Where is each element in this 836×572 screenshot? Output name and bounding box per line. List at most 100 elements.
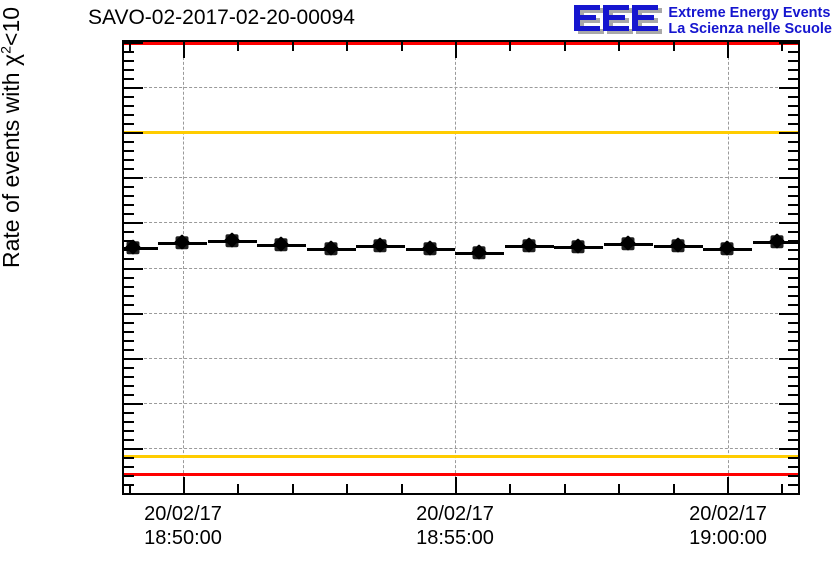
x-tick-minor	[400, 484, 403, 493]
y-tick-minor	[124, 258, 134, 261]
data-point-marker	[125, 238, 141, 255]
y-tick-minor-right	[788, 123, 798, 126]
y-tick-minor-right	[788, 96, 798, 99]
y-tick-minor-right	[788, 168, 798, 171]
y-tick-minor-right	[788, 294, 798, 297]
y-tick-major	[124, 312, 143, 315]
y-tick-minor	[124, 303, 134, 306]
gridline-vertical	[183, 42, 184, 493]
y-tick-minor	[124, 60, 134, 63]
y-tick-major-right	[779, 42, 798, 44]
y-tick-major-right	[779, 402, 798, 405]
y-tick-minor-right	[788, 105, 798, 108]
y-tick-minor	[124, 420, 134, 423]
y-tick-minor	[124, 231, 134, 234]
x-tick-minor	[509, 484, 512, 493]
y-tick-minor	[124, 366, 134, 369]
y-tick-major	[124, 87, 143, 90]
y-tick-minor	[124, 438, 134, 441]
y-tick-minor	[124, 411, 134, 414]
y-tick-minor	[124, 384, 134, 387]
data-point-marker	[224, 231, 240, 248]
x-tick-minor	[291, 484, 294, 493]
y-tick-minor-right	[788, 465, 798, 468]
x-tick-minor-top	[400, 42, 403, 51]
y-tick-minor	[124, 456, 134, 459]
y-tick-minor	[124, 213, 134, 216]
y-tick-major-right	[779, 87, 798, 90]
data-point-marker	[422, 240, 438, 256]
y-tick-minor	[124, 141, 134, 144]
y-tick-minor	[124, 276, 134, 279]
y-tick-major	[124, 132, 143, 135]
eee-logo-line1: Extreme Energy Events	[668, 5, 831, 22]
y-tick-major-right	[779, 267, 798, 270]
y-tick-minor-right	[788, 150, 798, 153]
data-point-marker	[521, 237, 537, 254]
y-tick-minor	[124, 474, 134, 477]
y-tick-minor	[124, 186, 134, 189]
data-point-marker	[719, 239, 735, 256]
data-point-marker	[323, 239, 339, 256]
y-tick-minor-right	[788, 474, 798, 477]
x-tick-major	[455, 477, 457, 493]
gridline-horizontal	[124, 177, 798, 179]
threshold-line-upper-red-limit	[124, 42, 798, 45]
y-tick-minor-right	[788, 321, 798, 324]
y-tick-minor	[124, 393, 134, 396]
y-tick-minor-right	[788, 429, 798, 432]
y-tick-minor	[124, 330, 134, 333]
x-tick-minor-top	[563, 42, 566, 51]
y-tick-minor-right	[788, 141, 798, 144]
y-tick-minor-right	[788, 393, 798, 396]
y-tick-minor	[124, 51, 134, 54]
y-tick-minor	[124, 168, 134, 171]
gridline-horizontal	[124, 447, 798, 449]
x-tick-label-time: 18:50:00	[144, 527, 222, 550]
gridline-horizontal	[124, 87, 798, 89]
x-tick-minor-top	[618, 42, 621, 51]
data-point-marker	[769, 233, 785, 250]
y-tick-minor-right	[788, 276, 798, 279]
x-tick-minor-top	[237, 42, 240, 51]
x-tick-major-top	[183, 42, 185, 58]
eee-logo-block: Extreme Energy Events La Scienza nelle S…	[572, 3, 832, 41]
x-tick-label: 20/02/17 18:55:00	[416, 502, 494, 551]
plot-inner	[124, 42, 798, 493]
y-tick-minor-right	[788, 348, 798, 351]
eee-logo-text: Extreme Energy Events La Scienza nelle S…	[668, 6, 832, 37]
threshold-line-lower-yellow-warning	[124, 455, 798, 459]
threshold-line-lower-red-limit	[124, 473, 798, 477]
x-tick-minor	[563, 484, 566, 493]
y-tick-minor	[124, 78, 134, 81]
x-tick-major	[727, 477, 729, 493]
y-tick-minor	[124, 105, 134, 108]
y-tick-minor	[124, 285, 134, 288]
y-tick-major-right	[779, 177, 798, 180]
data-point-marker	[273, 236, 289, 253]
data-point-marker	[670, 237, 686, 253]
y-tick-major-right	[779, 222, 798, 225]
y-tick-minor-right	[788, 411, 798, 414]
y-tick-minor-right	[788, 51, 798, 54]
y-tick-major	[124, 42, 143, 44]
data-point-marker	[471, 244, 487, 260]
x-tick-minor-top	[672, 42, 675, 51]
x-tick-major-top	[455, 42, 457, 58]
y-tick-minor	[124, 429, 134, 432]
y-tick-minor-right	[788, 420, 798, 423]
y-tick-major	[124, 222, 143, 225]
x-tick-minor	[346, 484, 349, 493]
x-tick-minor	[237, 484, 240, 493]
y-tick-minor-right	[788, 375, 798, 378]
y-tick-minor-right	[788, 69, 798, 72]
y-tick-minor-right	[788, 114, 798, 117]
eee-logo-line2: La Scienza nelle Scuole	[668, 21, 832, 37]
y-tick-minor-right	[788, 456, 798, 459]
x-tick-major	[183, 477, 185, 493]
y-tick-major	[124, 402, 143, 405]
y-tick-minor-right	[788, 303, 798, 306]
x-tick-minor-top	[781, 42, 784, 51]
x-tick-minor-top	[509, 42, 512, 51]
